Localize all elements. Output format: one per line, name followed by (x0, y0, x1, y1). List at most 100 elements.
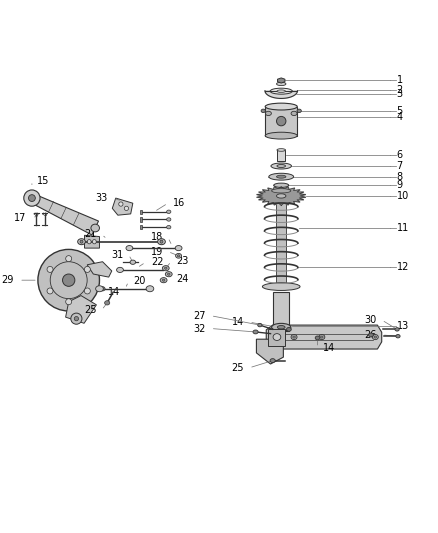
Ellipse shape (119, 202, 123, 206)
Ellipse shape (162, 265, 169, 271)
Text: 21: 21 (84, 229, 96, 239)
Text: 16: 16 (173, 198, 185, 208)
Text: 18: 18 (151, 232, 163, 243)
Text: 9: 9 (397, 180, 403, 190)
Ellipse shape (38, 249, 99, 311)
Ellipse shape (91, 224, 99, 232)
Polygon shape (256, 339, 283, 364)
Text: 14: 14 (323, 343, 335, 353)
Polygon shape (265, 91, 297, 99)
Text: 33: 33 (96, 193, 108, 203)
Ellipse shape (92, 239, 96, 244)
Ellipse shape (28, 195, 35, 201)
Ellipse shape (291, 335, 297, 340)
Ellipse shape (166, 210, 171, 214)
Ellipse shape (66, 256, 72, 262)
Ellipse shape (100, 287, 105, 291)
Ellipse shape (271, 163, 291, 169)
Ellipse shape (262, 282, 300, 290)
Text: 25: 25 (84, 305, 96, 315)
Polygon shape (30, 194, 99, 235)
Ellipse shape (176, 254, 182, 258)
Ellipse shape (265, 132, 297, 139)
Ellipse shape (273, 335, 279, 340)
Bar (268, 328, 285, 345)
Bar (277, 150, 286, 160)
Text: 5: 5 (397, 106, 403, 116)
Text: 15: 15 (37, 176, 49, 186)
Text: 25: 25 (232, 363, 244, 373)
Polygon shape (87, 262, 112, 277)
Ellipse shape (319, 335, 325, 340)
Ellipse shape (160, 278, 167, 282)
Ellipse shape (276, 82, 286, 86)
Text: 13: 13 (397, 321, 409, 332)
Ellipse shape (270, 359, 275, 362)
Ellipse shape (85, 288, 90, 294)
Ellipse shape (78, 239, 85, 245)
Ellipse shape (258, 324, 262, 327)
Polygon shape (112, 198, 133, 215)
Text: 3: 3 (397, 89, 403, 99)
Ellipse shape (95, 286, 103, 292)
Bar (140, 209, 142, 214)
Ellipse shape (272, 189, 291, 193)
Ellipse shape (396, 335, 400, 338)
Ellipse shape (177, 255, 180, 257)
Polygon shape (278, 78, 285, 83)
Ellipse shape (146, 286, 154, 292)
Ellipse shape (166, 218, 171, 221)
Ellipse shape (277, 90, 286, 92)
Polygon shape (85, 235, 99, 248)
Ellipse shape (24, 190, 40, 206)
Ellipse shape (276, 116, 286, 126)
Ellipse shape (71, 313, 82, 324)
Ellipse shape (369, 333, 373, 337)
Text: 29: 29 (2, 275, 14, 285)
Ellipse shape (273, 334, 281, 341)
Text: 27: 27 (193, 311, 205, 321)
Ellipse shape (63, 274, 75, 286)
Ellipse shape (130, 260, 136, 264)
Ellipse shape (87, 239, 91, 244)
Polygon shape (66, 296, 96, 324)
Ellipse shape (165, 272, 172, 277)
Ellipse shape (277, 165, 286, 167)
Polygon shape (266, 325, 381, 349)
Text: 1: 1 (397, 76, 403, 85)
Ellipse shape (165, 267, 167, 269)
Text: 4: 4 (397, 112, 403, 122)
Ellipse shape (276, 194, 286, 198)
Ellipse shape (372, 335, 378, 340)
Ellipse shape (66, 298, 72, 305)
Ellipse shape (269, 173, 293, 180)
Text: 17: 17 (14, 213, 27, 223)
Text: 26: 26 (364, 330, 377, 340)
Ellipse shape (265, 111, 272, 116)
Ellipse shape (274, 183, 289, 188)
Text: 23: 23 (177, 256, 189, 266)
Ellipse shape (160, 240, 163, 243)
Ellipse shape (270, 88, 292, 94)
Ellipse shape (286, 327, 291, 332)
Bar (140, 225, 142, 229)
Ellipse shape (117, 268, 124, 272)
Text: 14: 14 (232, 317, 244, 327)
Ellipse shape (277, 149, 286, 151)
Bar (140, 217, 142, 222)
Ellipse shape (126, 246, 133, 251)
Bar (265, 107, 297, 135)
Text: 24: 24 (177, 274, 189, 284)
Ellipse shape (47, 288, 53, 294)
Ellipse shape (297, 109, 301, 112)
Ellipse shape (85, 266, 90, 272)
Ellipse shape (74, 317, 78, 321)
Text: 7: 7 (397, 161, 403, 171)
Ellipse shape (47, 266, 53, 272)
Ellipse shape (374, 336, 377, 338)
Ellipse shape (158, 239, 165, 245)
Text: 20: 20 (134, 277, 146, 286)
Text: 11: 11 (397, 223, 409, 233)
Ellipse shape (293, 336, 295, 338)
Text: 14: 14 (108, 287, 120, 297)
